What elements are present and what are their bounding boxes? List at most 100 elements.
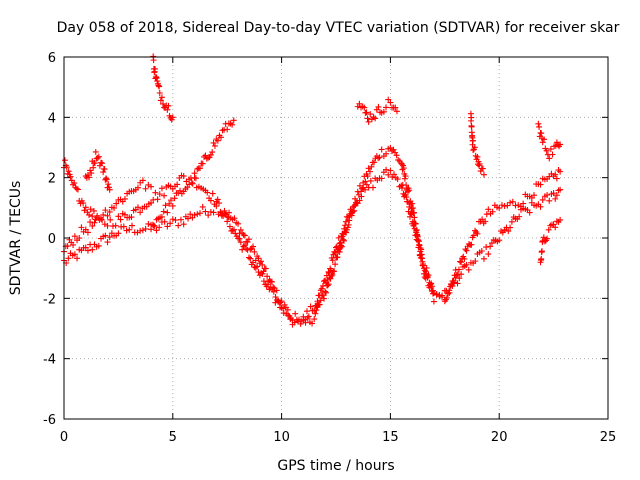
data-point bbox=[419, 258, 426, 265]
data-point bbox=[375, 103, 382, 110]
data-point bbox=[151, 223, 158, 230]
data-point bbox=[99, 160, 106, 167]
data-point bbox=[154, 78, 161, 85]
data-point bbox=[430, 298, 437, 305]
data-point bbox=[102, 232, 109, 239]
data-point bbox=[209, 149, 216, 156]
data-point bbox=[425, 272, 432, 279]
data-point bbox=[403, 194, 410, 201]
data-point bbox=[341, 225, 348, 232]
data-point bbox=[282, 304, 289, 311]
data-point bbox=[67, 173, 74, 180]
y-tick-label: -4 bbox=[43, 353, 56, 368]
data-point bbox=[236, 235, 243, 242]
data-point bbox=[245, 236, 252, 243]
data-point bbox=[117, 216, 124, 223]
data-point bbox=[351, 207, 358, 214]
data-point bbox=[345, 214, 352, 221]
data-point bbox=[393, 152, 400, 159]
data-point bbox=[91, 219, 98, 226]
data-point bbox=[537, 203, 544, 210]
data-point bbox=[418, 246, 425, 253]
data-point bbox=[139, 227, 146, 234]
data-point bbox=[160, 208, 167, 215]
data-point bbox=[84, 247, 91, 254]
data-point bbox=[74, 255, 81, 262]
chart-title: Day 058 of 2018, Sidereal Day-to-day VTE… bbox=[57, 20, 620, 36]
data-point bbox=[217, 134, 224, 141]
data-point bbox=[550, 190, 557, 197]
data-point bbox=[406, 187, 413, 194]
data-point bbox=[258, 270, 265, 277]
data-point bbox=[225, 214, 232, 221]
data-point bbox=[86, 174, 93, 181]
data-point bbox=[169, 114, 176, 121]
data-point bbox=[153, 227, 160, 234]
data-point bbox=[474, 230, 481, 237]
data-point bbox=[383, 150, 390, 157]
data-point bbox=[557, 216, 564, 223]
data-point bbox=[142, 185, 149, 192]
data-point bbox=[95, 242, 102, 249]
data-point bbox=[544, 191, 551, 198]
data-point bbox=[272, 294, 279, 301]
data-point bbox=[404, 198, 411, 205]
data-point bbox=[337, 239, 344, 246]
series-arc-rise-7h bbox=[148, 117, 237, 230]
data-point bbox=[174, 181, 181, 188]
data-point bbox=[80, 200, 87, 207]
data-point bbox=[137, 209, 144, 216]
data-point bbox=[329, 271, 336, 278]
data-point bbox=[399, 185, 406, 192]
y-tick-label: -6 bbox=[43, 413, 56, 428]
data-point bbox=[155, 82, 162, 89]
data-point bbox=[251, 264, 258, 271]
data-point bbox=[210, 209, 217, 216]
data-point bbox=[364, 115, 371, 122]
data-point bbox=[333, 243, 340, 250]
data-point bbox=[210, 139, 217, 146]
data-point bbox=[241, 242, 248, 249]
data-point bbox=[408, 211, 415, 218]
data-point bbox=[391, 171, 398, 178]
data-point bbox=[224, 218, 231, 225]
data-point bbox=[245, 254, 252, 261]
data-point bbox=[90, 164, 97, 171]
data-point bbox=[172, 217, 179, 224]
series-arc-early-peak bbox=[82, 148, 113, 193]
data-point bbox=[327, 275, 334, 282]
data-point bbox=[120, 223, 127, 230]
data-point bbox=[346, 217, 353, 224]
data-point bbox=[105, 181, 112, 188]
data-point bbox=[158, 94, 165, 101]
data-point bbox=[321, 295, 328, 302]
data-point bbox=[482, 218, 489, 225]
x-tick-labels: 0 5 10 15 20 25 bbox=[60, 430, 616, 445]
data-point bbox=[393, 108, 400, 115]
data-point bbox=[316, 301, 323, 308]
data-point bbox=[101, 166, 108, 173]
data-point bbox=[380, 108, 387, 115]
data-point bbox=[385, 171, 392, 178]
data-point bbox=[228, 228, 235, 235]
data-point bbox=[92, 216, 99, 223]
data-point bbox=[538, 130, 545, 137]
data-point bbox=[334, 246, 341, 253]
data-point bbox=[244, 246, 251, 253]
data-point bbox=[222, 211, 229, 218]
data-point bbox=[205, 212, 212, 219]
data-point bbox=[95, 153, 102, 160]
data-point bbox=[538, 248, 545, 255]
data-point bbox=[171, 195, 178, 202]
data-point bbox=[428, 280, 435, 287]
data-point bbox=[468, 241, 475, 248]
data-point bbox=[407, 210, 414, 217]
data-point bbox=[485, 251, 492, 258]
data-point bbox=[217, 208, 224, 215]
data-point bbox=[430, 289, 437, 296]
data-point bbox=[232, 230, 239, 237]
data-point bbox=[251, 248, 258, 255]
data-point bbox=[94, 154, 101, 161]
data-point bbox=[461, 255, 468, 262]
series-arc-14h bbox=[354, 96, 400, 125]
